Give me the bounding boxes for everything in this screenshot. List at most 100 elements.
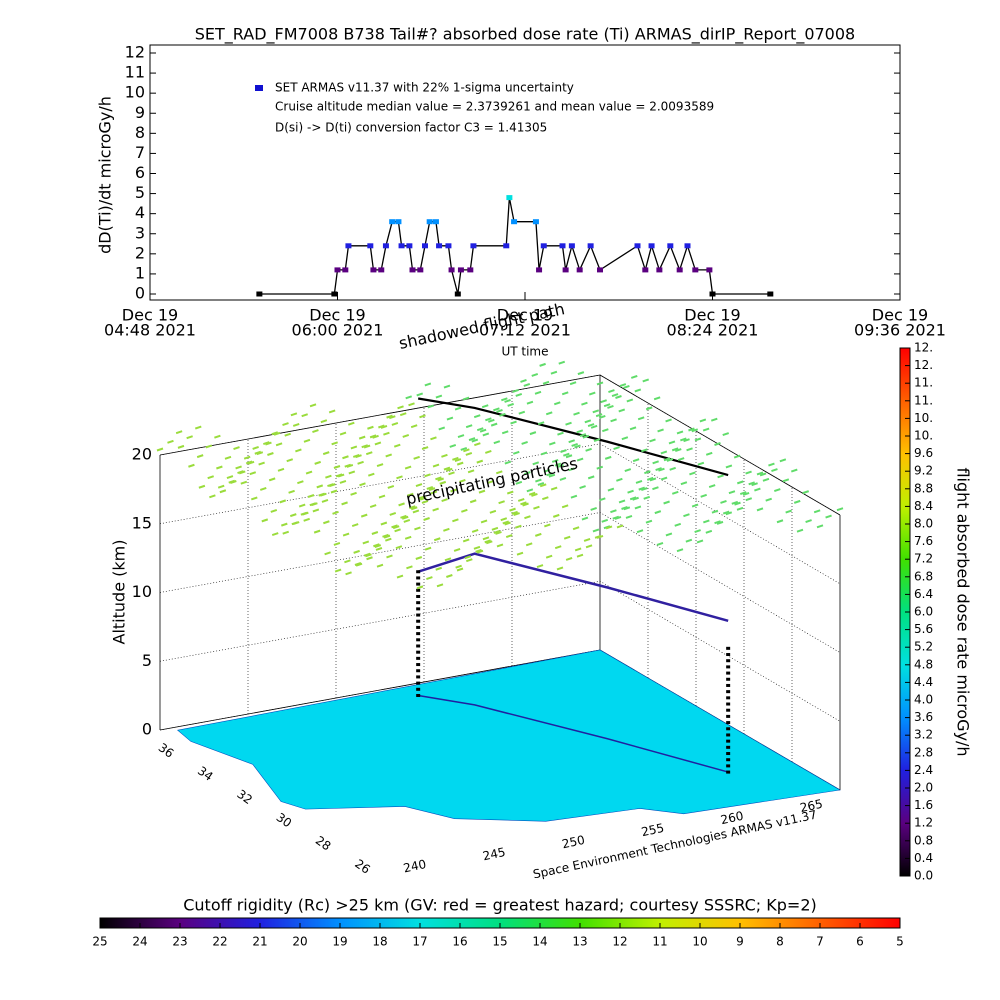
particle [663, 457, 671, 462]
colorbar-tick-label: 13 [572, 935, 587, 949]
particle [517, 498, 525, 502]
colorbar-tick-label: 2.8 [914, 745, 933, 759]
particle [446, 416, 454, 421]
colorbar-tick-label: 1.2 [914, 816, 933, 830]
legend-label: SET ARMAS v11.37 with 22% 1-sigma uncert… [275, 81, 574, 95]
data-point [457, 267, 464, 273]
particle [454, 458, 462, 463]
particle [369, 504, 377, 509]
x-tick-label: 04:48 2021 [104, 321, 196, 340]
particle [406, 565, 413, 570]
particle [710, 417, 718, 422]
descent-point [726, 696, 731, 700]
particle [537, 482, 545, 486]
particle [314, 460, 321, 465]
particle [316, 484, 324, 489]
data-point [409, 267, 416, 273]
particle [510, 420, 517, 425]
particle [686, 447, 693, 452]
colorbar-tick-label: 8.4 [914, 499, 933, 513]
particle [635, 480, 643, 484]
particle [515, 480, 523, 485]
colorbar-tick-label: 10 [692, 935, 707, 949]
data-point [576, 267, 583, 273]
particle [416, 585, 424, 590]
particle [498, 500, 505, 505]
particle [624, 468, 632, 472]
particle [502, 520, 510, 525]
particle [198, 484, 206, 489]
particle [453, 547, 461, 552]
particle [607, 405, 614, 409]
grid-line [159, 374, 841, 516]
particle [550, 370, 558, 375]
particle [436, 583, 444, 588]
data-point [587, 243, 594, 249]
particle [550, 486, 558, 491]
particle [449, 444, 457, 448]
particle [630, 374, 638, 379]
x-tick-label: 255 [640, 821, 665, 839]
particle [756, 507, 764, 512]
particle [271, 431, 279, 436]
particle [432, 463, 440, 468]
particle [426, 486, 434, 490]
particle [625, 515, 633, 519]
particle [263, 441, 270, 445]
particle [480, 519, 488, 524]
colorbar-tick-label: 21 [252, 935, 267, 949]
particle [334, 568, 342, 573]
particle [328, 483, 336, 488]
particle [238, 470, 246, 475]
y-tick-label: 28 [313, 833, 334, 853]
particle [539, 362, 546, 367]
particle [563, 452, 570, 457]
particle [330, 489, 338, 494]
particle [653, 396, 661, 401]
particle [593, 438, 601, 442]
data-point [367, 243, 374, 249]
particle [456, 461, 464, 466]
particle [280, 522, 288, 527]
particle [298, 503, 306, 508]
particle [435, 476, 442, 481]
particle [813, 509, 821, 514]
particle [634, 388, 642, 393]
y-tick-label: 5 [135, 183, 145, 202]
particle [583, 538, 591, 542]
particle [512, 389, 519, 393]
particle [652, 460, 659, 465]
particle [614, 515, 622, 520]
particle [421, 446, 429, 451]
particle [663, 500, 670, 505]
particle [373, 543, 380, 548]
colorbar-tick-label: 2.0 [914, 781, 933, 795]
data-point [676, 267, 683, 273]
particle [489, 509, 497, 514]
particle [731, 500, 739, 505]
particle [432, 507, 439, 512]
descent-point [726, 708, 731, 712]
colorbar-tick-label: 12 [612, 935, 627, 949]
particle [805, 519, 812, 523]
particle [556, 566, 564, 571]
descent-point [416, 601, 421, 605]
particle [323, 520, 330, 525]
data-point [454, 291, 461, 297]
particle [565, 421, 572, 426]
particle [320, 419, 328, 424]
particle [725, 511, 733, 516]
descent-point [416, 582, 421, 586]
particle [576, 429, 584, 434]
particle [333, 541, 341, 546]
particle [375, 547, 383, 551]
particle [156, 447, 164, 452]
data-point [382, 243, 389, 249]
particle [461, 508, 468, 513]
annotation: D(si) -> D(ti) conversion factor C3 = 1.… [275, 121, 547, 135]
descent-point [416, 663, 421, 667]
particle [342, 532, 350, 537]
series-line [259, 197, 771, 295]
particle [282, 422, 289, 427]
particle [722, 510, 730, 515]
